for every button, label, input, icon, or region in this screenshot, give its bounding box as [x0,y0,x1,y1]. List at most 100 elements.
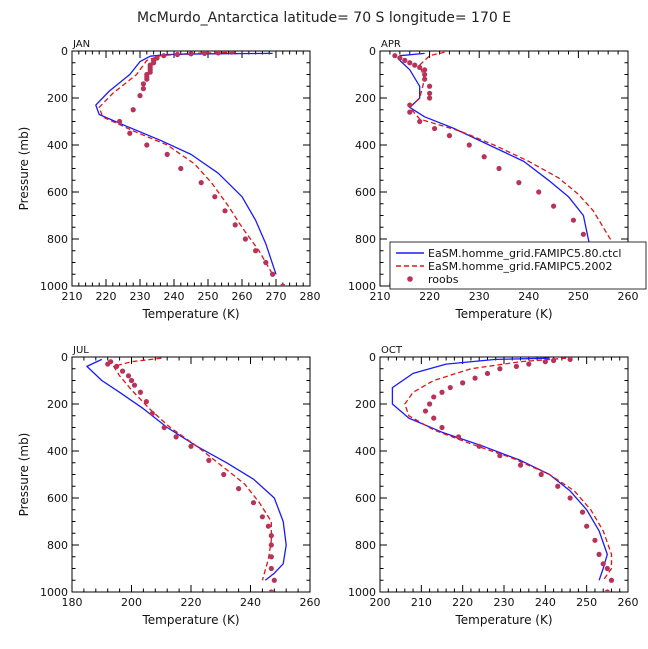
roobs-point [567,357,573,362]
panel-jan: JAN 210 220 230 240 250 260 270 280 0 200 400 600 800… [17,39,321,321]
x-tick-label: 260 [232,290,253,303]
roobs-point [427,95,433,101]
y-tick-label: 800 [355,539,376,552]
series-model-80-ctcl-line [86,358,287,581]
x-tick-label: 220 [452,596,473,609]
roobs-point [105,361,111,367]
x-tick-label: 240 [535,596,556,609]
roobs-point [268,542,274,548]
roobs-point [215,51,221,56]
roobs-point [600,561,606,567]
x-tick-label: 230 [494,596,515,609]
x-tick-label: 250 [568,290,589,303]
x-axis-label: Temperature (K) [141,613,239,627]
roobs-point [417,64,423,71]
x-tick-label: 250 [576,596,597,609]
roobs-point [280,283,286,286]
roobs-point [265,523,271,529]
roobs-point [188,51,194,57]
roobs-point [114,363,120,369]
panel-title: APR [381,39,401,50]
roobs-point [513,363,520,369]
roobs-point [579,509,586,515]
roobs-point [584,523,590,529]
y-tick-label: 400 [47,139,68,152]
x-tick-label: 220 [181,596,202,609]
roobs-point [268,554,274,560]
roobs-point [128,377,135,384]
x-tick-label: 270 [266,290,287,303]
roobs-point [538,471,544,478]
x-axis-label: Temperature (K) [454,307,552,321]
roobs-point [236,486,242,492]
roobs-point [496,165,502,172]
y-tick-label: 200 [355,398,376,411]
roobs-point [551,203,557,209]
roobs-point [422,408,429,414]
x-tick-label: 210 [370,290,391,303]
x-tick-label: 230 [130,290,151,303]
roobs-point [542,359,548,365]
roobs-point [431,415,437,421]
panel-oct: OCT 200 210 220 230 240 250 260 0 200 400 600 800 100… [348,345,639,627]
x-tick-label: 180 [62,596,83,609]
roobs-point [392,53,398,59]
figure-title: McMurdo_Antarctica latitude= 70 S longit… [137,10,511,26]
y-tick-label: 0 [61,351,68,364]
roobs-point [526,361,532,367]
series-model-80-ctcl-line [95,52,277,275]
x-tick-label: 210 [62,290,83,303]
roobs-point [173,434,179,440]
series-model-80-ctcl-line [391,357,608,581]
roobs-point [242,236,248,242]
x-tick-label: 250 [198,290,219,303]
x-tick-label: 240 [164,290,185,303]
roobs-point [407,109,413,115]
panel-title: JAN [72,39,90,50]
roobs-point [222,208,228,214]
roobs-point [144,76,150,82]
roobs-point [466,142,472,148]
x-tick-label: 200 [121,596,142,609]
series-model-80-ctcl-line [399,52,599,275]
roobs-point [125,373,132,379]
y-axis-label: Pressure (mb) [17,433,31,517]
roobs-point [407,102,413,108]
panel-jul: JUL 180 200 220 240 260 0 200 400 600 800 1000 Tempe… [17,345,321,627]
roobs-point [422,71,428,78]
x-tick-label: 240 [518,290,539,303]
legend: EaSM.homme_grid.FAMIPC5.80.ctclEaSM.homm… [389,241,647,290]
series-model-2002-line [404,357,613,581]
roobs-point [417,118,423,125]
roobs-point [439,389,445,395]
y-tick-label: 0 [369,45,376,58]
roobs-point [161,53,167,59]
panels: JAN 210 220 230 240 250 260 270 280 0 200 400 600 800… [17,39,647,627]
roobs-point [174,51,180,58]
roobs-point [268,533,274,539]
legend-entry: EaSM.homme_grid.FAMIPC5.2002 [428,260,612,273]
x-tick-label: 260 [618,290,639,303]
roobs-point [497,366,503,372]
panel-title: OCT [381,345,403,356]
roobs-point [402,57,408,64]
y-tick-label: 1000 [40,586,68,599]
roobs-point [140,86,146,92]
y-tick-label: 600 [355,186,376,199]
roobs-point [144,142,150,148]
roobs-point [427,401,433,407]
roobs-point [455,434,462,440]
roobs-point [188,443,194,449]
y-tick-label: 400 [355,445,376,458]
roobs-point [427,83,433,89]
roobs-point [202,51,208,56]
roobs-point [131,382,138,388]
series-model-2002-line [113,357,272,581]
y-tick-label: 600 [47,492,68,505]
roobs-point [250,500,257,506]
roobs-point [427,90,433,96]
x-tick-label: 240 [240,596,261,609]
plot-frame [379,356,629,593]
y-tick-label: 200 [47,398,68,411]
roobs-point [270,271,276,277]
